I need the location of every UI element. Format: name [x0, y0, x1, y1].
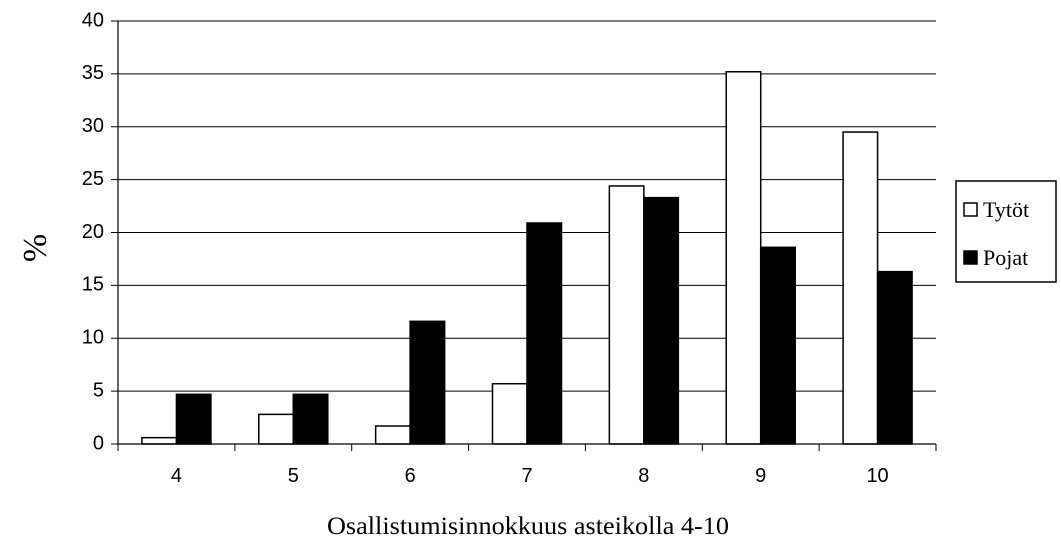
y-tick-label: 20	[82, 221, 104, 243]
y-tick-label: 5	[93, 379, 104, 401]
legend-swatch-pojat	[963, 250, 978, 265]
bar-pojat-10	[876, 270, 913, 445]
bar-tytot-6	[374, 425, 411, 445]
x-axis-title: Osallistumisinnokkuus asteikolla 4-10	[327, 513, 729, 540]
y-tick-label: 35	[82, 62, 104, 84]
bar-pojat-9	[759, 246, 796, 445]
bar-tytot-4	[141, 436, 178, 445]
legend: Tytöt Pojat	[955, 180, 1057, 283]
y-tick-label: 40	[82, 9, 104, 31]
x-tick-label: 4	[171, 465, 182, 487]
bar-tytot-7	[491, 382, 528, 445]
x-tick-label: 6	[405, 465, 416, 487]
legend-box	[955, 180, 1057, 283]
bar-pojat-7	[526, 222, 563, 445]
x-tick-label: 5	[288, 465, 299, 487]
legend-label-pojat: Pojat	[983, 245, 1028, 270]
y-tick-label: 25	[82, 168, 104, 190]
x-tick-label: 7	[521, 465, 532, 487]
bar-tytot-8	[608, 185, 645, 445]
x-tick-label: 9	[755, 465, 766, 487]
y-tick-label: 0	[93, 432, 104, 454]
bar-pojat-4	[175, 393, 212, 445]
y-axis-title: %	[17, 234, 54, 262]
legend-swatch-tytot	[963, 202, 978, 217]
bar-tytot-5	[258, 413, 295, 445]
bar-pojat-8	[643, 196, 680, 445]
y-tick-label: 10	[82, 327, 104, 349]
bar-tytot-9	[725, 71, 762, 445]
x-tick-labels: 4 5 6 7 8 9 10	[171, 465, 889, 487]
bar-pojat-5	[292, 393, 329, 445]
bar-pojat-6	[409, 320, 446, 445]
legend-label-tytot: Tytöt	[983, 197, 1029, 222]
bars	[141, 71, 913, 445]
y-tick-label: 30	[82, 115, 104, 137]
x-tick-label: 10	[866, 465, 888, 487]
axes	[111, 20, 937, 451]
bar-tytot-10	[842, 131, 879, 445]
x-tick-label: 8	[638, 465, 649, 487]
y-tick-label: 15	[82, 274, 104, 296]
y-tick-labels: 0 5 10 15 20 25 30 35 40	[82, 9, 104, 454]
